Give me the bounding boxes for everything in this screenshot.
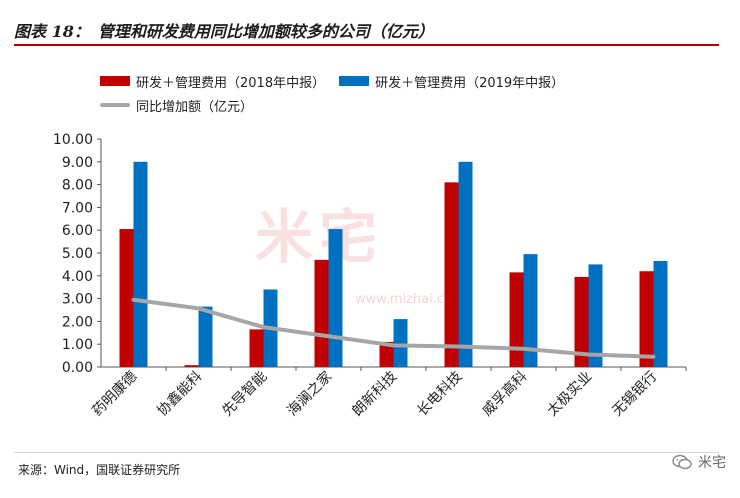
bar-2018 <box>574 276 589 367</box>
x-tick-label: 太极实业 <box>544 369 595 420</box>
x-tick-label: 先导智能 <box>219 369 270 420</box>
y-tick-label: 6.00 <box>62 223 93 239</box>
bar-2019 <box>393 319 408 367</box>
bar-2019 <box>133 161 148 367</box>
bar-2018 <box>639 271 654 367</box>
x-tick-label: 药明康德 <box>89 368 141 420</box>
x-tick-label: 朗新科技 <box>349 369 400 420</box>
bar-2019 <box>523 254 538 367</box>
x-tick-label: 长电科技 <box>414 369 465 420</box>
y-tick-label: 3.00 <box>62 292 93 308</box>
legend-label-growth: 同比增加额（亿元） <box>136 99 254 115</box>
legend-item-growth: 同比增加额（亿元） <box>100 96 253 115</box>
y-tick-label: 9.00 <box>62 155 93 171</box>
y-tick-label: 4.00 <box>62 269 93 285</box>
footer-rule <box>14 452 719 453</box>
bar-2019 <box>328 229 343 367</box>
bar-2018 <box>314 259 329 367</box>
figure-label: 图表 18： <box>14 22 90 41</box>
y-tick-label: 1.00 <box>62 337 93 353</box>
bar-2018 <box>509 272 524 367</box>
legend-item-2018: 研发＋管理费用（2018年中报） <box>100 72 325 91</box>
legend-item-2019: 研发＋管理费用（2019年中报） <box>339 72 564 91</box>
y-tick-label: 10.00 <box>53 132 93 148</box>
legend-swatch-2019 <box>339 76 370 86</box>
x-tick-label: 威孚高科 <box>479 368 531 420</box>
figure-title: 图表 18： 管理和研发费用同比增加额较多的公司（亿元） <box>14 18 719 42</box>
bar-2018 <box>444 182 459 367</box>
source-note: 来源：Wind，国联证券研究所 <box>18 463 181 477</box>
x-tick-label: 无锡银行 <box>609 369 660 420</box>
bar-2019 <box>198 306 213 367</box>
y-tick-label: 0.00 <box>62 360 93 376</box>
brand-mark: 米宅 <box>672 452 726 472</box>
bar-2018 <box>379 341 394 367</box>
y-tick-label: 8.00 <box>62 178 93 194</box>
bar-2019 <box>588 264 603 367</box>
x-tick-label: 海澜之家 <box>284 368 336 420</box>
legend-label-2019: 研发＋管理费用（2019年中报） <box>375 75 565 91</box>
y-tick-label: 7.00 <box>62 200 93 216</box>
bar-2018 <box>119 229 134 367</box>
bar-line-chart: 0.00 1.00 2.00 3.00 4.00 5.00 6.00 7.00 8.00 9.00… <box>53 132 687 420</box>
brand-name: 米宅 <box>698 455 726 471</box>
bar-2018 <box>184 365 199 367</box>
bar-2019 <box>458 161 473 367</box>
figure-title-text: 管理和研发费用同比增加额较多的公司（亿元） <box>97 22 434 41</box>
y-tick-label: 2.00 <box>62 314 93 330</box>
chart-legend: 研发＋管理费用（2018年中报） 研发＋管理费用（2019年中报） 同比增加额（… <box>100 70 700 118</box>
legend-label-2018: 研发＋管理费用（2018年中报） <box>136 75 326 91</box>
title-rule <box>14 44 719 46</box>
y-tick-label: 5.00 <box>62 246 93 262</box>
wechat-icon <box>672 454 692 470</box>
legend-swatch-growth <box>100 103 130 107</box>
bar-2019 <box>653 260 668 367</box>
bar-2018 <box>249 329 264 367</box>
legend-swatch-2018 <box>100 76 130 86</box>
x-tick-label: 协鑫能科 <box>154 368 206 420</box>
